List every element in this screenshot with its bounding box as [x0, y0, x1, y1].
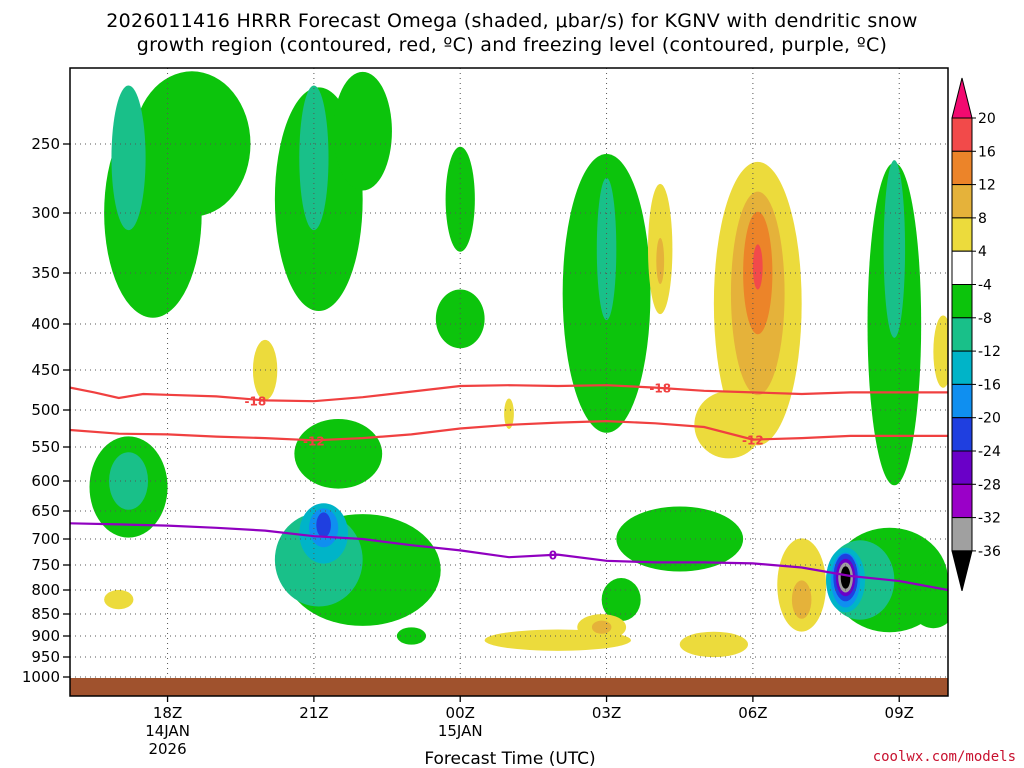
omega-cell-39: [679, 631, 749, 658]
colorbar-label-3: 8: [978, 211, 987, 227]
contour-label--18C-1: -18: [649, 382, 671, 396]
omega-cell-21: [601, 578, 641, 622]
ground-surface: [70, 678, 948, 696]
colorbar-top-arrow: [951, 77, 973, 119]
contour-label--18C-0: -18: [245, 394, 267, 408]
colorbar-label-0: 20: [978, 111, 996, 127]
colorbar-band-1: [951, 150, 973, 186]
colorbar-label-9: -20: [978, 411, 1001, 427]
contour-label-freezing-0: 0: [549, 549, 557, 563]
x-tick-label-18Z: 18Z: [153, 704, 182, 722]
colorbar-label-4: 4: [978, 244, 987, 260]
omega-cell-47: [104, 590, 134, 610]
y-tick-label-500: 500: [31, 401, 60, 419]
y-axis: 250 300 350 400 450 500 550 600 650 700 750 800 850 9…: [22, 135, 70, 686]
omega-shading: [89, 71, 948, 658]
omega-cell-30: [396, 627, 427, 645]
chart-title-line1: 2026011416 HRRR Forecast Omega (shaded, …: [106, 10, 917, 32]
colorbar-label-10: -24: [978, 444, 1001, 460]
y-tick-label-900: 900: [31, 627, 60, 645]
omega-cell-29: [840, 566, 851, 589]
colorbar-bottom-arrow: [951, 550, 973, 592]
x-tick-sublabel-15JAN: 15JAN: [438, 722, 483, 740]
colorbar-label-2: 12: [978, 178, 996, 194]
credit-text[interactable]: coolwx.com/models: [873, 749, 1016, 765]
colorbar-label-8: -16: [978, 377, 1001, 393]
contour--12C: [70, 419, 948, 442]
colorbar-label-11: -28: [978, 477, 1001, 493]
y-tick-label-550: 550: [31, 438, 60, 456]
colorbar-label-5: -4: [978, 278, 992, 294]
colorbar-band-7: [951, 350, 973, 385]
contour-label--12C-0: -12: [303, 434, 325, 448]
omega-cell-1: [133, 71, 251, 217]
contour--18C: [70, 384, 948, 403]
omega-cell-6: [445, 146, 475, 252]
x-tick-label-00Z: 00Z: [446, 704, 475, 722]
colorbar-label-7: -12: [978, 344, 1001, 360]
omega-cell-13: [109, 452, 149, 510]
omega-cell-44: [656, 237, 665, 285]
y-tick-label-250: 250: [31, 135, 60, 153]
temperature-contours: -18 -18 -12 -12 0: [70, 382, 948, 592]
omega-cell-46: [504, 398, 514, 429]
omega-cell-2: [111, 85, 146, 231]
omega-cell-48: [933, 315, 948, 388]
colorbar-label-1: 16: [978, 144, 996, 160]
x-tick-label-03Z: 03Z: [592, 704, 621, 722]
x-tick-label-06Z: 06Z: [738, 704, 767, 722]
omega-cell-4: [333, 71, 392, 191]
colorbar-band-8: [951, 383, 973, 419]
colorbar-band-3: [951, 217, 973, 252]
colorbar-band-11: [951, 483, 973, 519]
omega-cell-20: [616, 506, 744, 572]
colorbar-band-5: [951, 284, 973, 319]
omega-cell-5: [299, 85, 329, 231]
colorbar-band-2: [951, 184, 973, 219]
x-tick-sublabel-14JAN: 14JAN: [145, 722, 190, 740]
y-tick-label-850: 850: [31, 605, 60, 623]
omega-cell-36: [694, 391, 763, 459]
y-tick-label-800: 800: [31, 581, 60, 599]
grid-lines: [70, 68, 948, 678]
y-tick-label-600: 600: [31, 472, 60, 490]
y-tick-label-1000: 1000: [22, 668, 60, 686]
x-tick-sublabel2-2026: 2026: [148, 740, 186, 758]
omega-cell-31: [908, 571, 948, 629]
colorbar-band-10: [951, 450, 973, 485]
colorbar-band-6: [951, 317, 973, 352]
omega-cell-38: [791, 580, 812, 619]
omega-cell-19: [294, 419, 383, 489]
y-tick-label-350: 350: [31, 264, 60, 282]
contour-label--12C-1: -12: [742, 434, 764, 448]
colorbar-band-12: [951, 517, 973, 552]
y-tick-label-300: 300: [31, 204, 60, 222]
y-tick-label-400: 400: [31, 315, 60, 333]
chart-title-line2: growth region (contoured, red, ºC) and f…: [137, 34, 888, 56]
colorbar-label-12: -32: [978, 511, 1001, 527]
colorbar-label-13: -36: [978, 544, 1001, 560]
colorbar-band-0: [951, 117, 973, 152]
y-tick-label-450: 450: [31, 361, 60, 379]
colorbar-band-4: [951, 250, 973, 285]
y-tick-label-700: 700: [31, 530, 60, 548]
colorbar-label-6: -8: [978, 311, 992, 327]
contour-freezing: [70, 522, 948, 592]
colorbar: 20 16 12 8 4 -4 -8 -12 -16 -20 -24 -28 -32 -36: [951, 77, 1001, 592]
omega-cell-11: [883, 160, 906, 338]
y-tick-label-650: 650: [31, 502, 60, 520]
colorbar-band-9: [951, 417, 973, 452]
x-tick-label-09Z: 09Z: [885, 704, 914, 722]
omega-cell-35: [752, 244, 763, 290]
y-tick-label-750: 750: [31, 556, 60, 574]
plot-frame: [69, 67, 949, 697]
omega-cell-18: [316, 512, 331, 538]
omega-cell-42: [591, 620, 612, 634]
x-axis-title: Forecast Time (UTC): [424, 749, 595, 768]
y-tick-label-950: 950: [31, 648, 60, 666]
x-tick-label-21Z: 21Z: [299, 704, 328, 722]
